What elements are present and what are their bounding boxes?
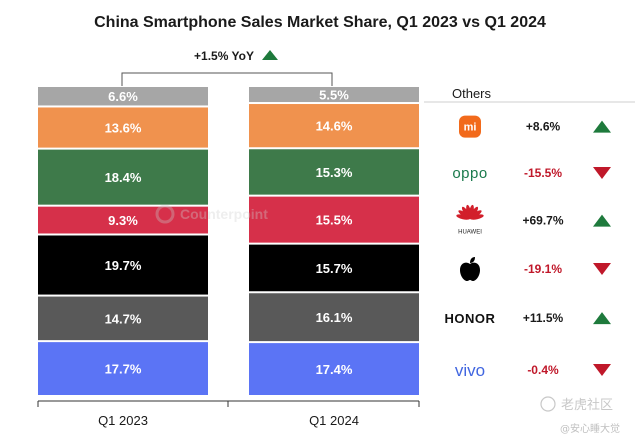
bar-label-apple-0: 19.7% (105, 258, 142, 273)
bar-segment-apple-1 (249, 244, 419, 292)
apple-logo-icon (460, 256, 480, 281)
honor-logo-icon: HONOR (445, 311, 496, 326)
bar-segment-huawei-1 (249, 196, 419, 243)
bar-label-honor-1: 16.1% (316, 310, 353, 325)
bar-segment-xiaomi-0 (38, 107, 208, 148)
author-watermark-text: @安心睡大觉 (560, 422, 620, 435)
yoy-annotation: +1.5% YoY (121, 49, 333, 86)
brand-row-xiaomi: mi +8.6% (459, 115, 611, 138)
brand-row-apple: -19.1% (460, 256, 611, 281)
bar-segment-honor-0 (38, 296, 208, 341)
brand-row-huawei: HUAWEI +69.7% (456, 204, 611, 236)
change-value-vivo: -0.4% (527, 363, 559, 377)
down-arrow-icon (593, 364, 611, 377)
change-value-xiaomi: +8.6% (526, 120, 561, 134)
down-arrow-icon (593, 166, 611, 179)
bar-label-xiaomi-1: 14.6% (316, 119, 353, 134)
brand-row-honor: HONOR +11.5% (445, 311, 611, 326)
bar-label-huawei-0: 9.3% (108, 213, 138, 228)
down-arrow-icon (593, 262, 611, 275)
bar-segment-oppo-0 (38, 149, 208, 205)
x-tick-label-1: Q1 2024 (309, 413, 359, 428)
bar-label-xiaomi-0: 13.6% (105, 121, 142, 136)
bar-label-others-1: 5.5% (319, 88, 349, 103)
source-watermark-text: 老虎社区 (561, 397, 613, 413)
bar-segment-oppo-1 (249, 149, 419, 195)
bar-segment-vivo-1 (249, 343, 419, 395)
bar-label-oppo-1: 15.3% (316, 165, 353, 180)
huawei-logo-icon: HUAWEI (456, 204, 484, 236)
bar-segment-xiaomi-1 (249, 104, 419, 148)
up-arrow-icon (593, 214, 611, 227)
yoy-text: +1.5% YoY (194, 49, 254, 63)
xiaomi-logo-icon: mi (459, 115, 481, 138)
change-value-oppo: -15.5% (524, 166, 562, 180)
bar-label-vivo-0: 17.7% (105, 362, 142, 377)
watermark-text: Counterpoint (180, 206, 268, 222)
up-arrow-icon (593, 312, 611, 325)
bar-label-honor-0: 14.7% (105, 311, 142, 326)
bar-segment-honor-1 (249, 293, 419, 342)
segment-labels-layer: 17.7% 14.7% 19.7% 9.3% 18.4% 13.6% 6.6% 17.4% 16… (105, 88, 353, 378)
oppo-logo-icon: oppo (452, 165, 487, 182)
source-watermark: 老虎社区 @安心睡大觉 (540, 396, 620, 435)
bar-label-apple-1: 15.7% (316, 261, 353, 276)
watermark-logo-icon (155, 204, 175, 224)
bar-label-vivo-1: 17.4% (316, 362, 353, 377)
x-tick-labels: Q1 2023 Q1 2024 (98, 413, 359, 428)
others-label: Others (452, 86, 492, 101)
bar-segment-vivo-0 (38, 342, 208, 395)
brand-row-oppo: oppo -15.5% (452, 165, 611, 182)
up-arrow-icon (593, 120, 611, 133)
x-tick-label-0: Q1 2023 (98, 413, 148, 428)
svg-text:HUAWEI: HUAWEI (458, 230, 482, 236)
yoy-up-arrow-icon (262, 50, 278, 60)
bar-segment-apple-0 (38, 235, 208, 295)
change-value-huawei: +69.7% (522, 214, 563, 228)
bar-segment-others-1 (249, 87, 419, 103)
bar-segment-huawei-0 (38, 206, 208, 234)
vivo-logo-icon: vivo (455, 361, 485, 380)
bar-label-others-0: 6.6% (108, 89, 138, 104)
change-value-honor: +11.5% (523, 311, 564, 325)
bar-label-huawei-1: 15.5% (316, 213, 353, 228)
bar-segment-others-0 (38, 87, 208, 106)
change-value-apple: -19.1% (524, 262, 562, 276)
bar-label-oppo-0: 18.4% (105, 170, 142, 185)
yoy-bracket (121, 72, 333, 86)
brand-changes-panel: mi +8.6% oppo -15.5% HUAWEI +69.7% -19.1% HONOR… (445, 115, 611, 380)
bars-layer (38, 87, 419, 395)
chart-title: China Smartphone Sales Market Share, Q1 … (94, 14, 546, 31)
source-paw-icon (540, 396, 556, 412)
brand-row-vivo: vivo -0.4% (455, 361, 611, 380)
counterpoint-watermark: Counterpoint (155, 204, 268, 224)
svg-text:mi: mi (464, 122, 477, 134)
